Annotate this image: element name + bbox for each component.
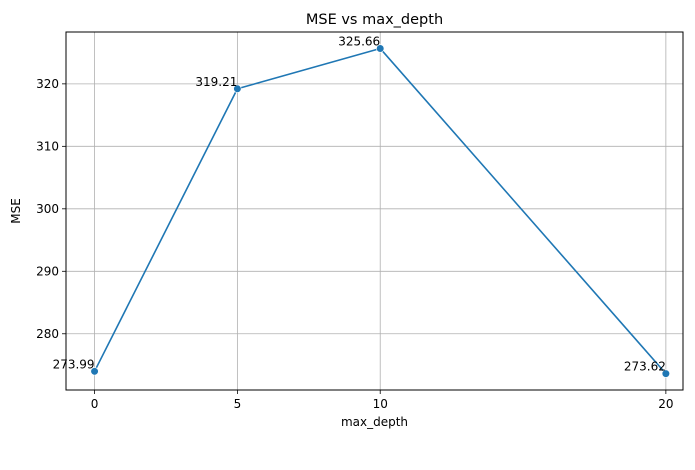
data-label: 273.62	[624, 360, 666, 374]
y-tick-label: 290	[36, 264, 59, 278]
x-axis-label: max_depth	[341, 415, 408, 429]
data-point	[233, 84, 242, 93]
series-line	[93, 47, 667, 375]
y-axis-label: MSE	[9, 198, 23, 224]
data-label: 325.66	[338, 34, 380, 48]
x-tick-label: 10	[373, 397, 388, 411]
axes-frame	[65, 31, 684, 391]
data-point	[90, 367, 99, 376]
data-point	[376, 44, 385, 53]
data-label: 319.21	[195, 75, 237, 89]
x-tick-label: 5	[234, 397, 242, 411]
marker-layer	[90, 44, 670, 378]
y-tick-label: 280	[36, 327, 59, 341]
plot-area: 273.99 319.21 325.66 273.62	[53, 31, 684, 391]
y-tick-label: 300	[36, 202, 59, 216]
label-layer: 273.99 319.21 325.66 273.62	[53, 34, 666, 373]
x-tick-label: 0	[91, 397, 99, 411]
y-tick-label: 310	[36, 139, 59, 153]
x-tick-label: 20	[658, 397, 673, 411]
tick-layer: 0 5 10 20 280 290 300 310 320	[36, 77, 673, 411]
data-point	[661, 369, 670, 378]
y-tick-label: 320	[36, 77, 59, 91]
chart-title: MSE vs max_depth	[306, 12, 443, 28]
data-label: 273.99	[53, 357, 95, 371]
line-layer	[93, 47, 667, 375]
